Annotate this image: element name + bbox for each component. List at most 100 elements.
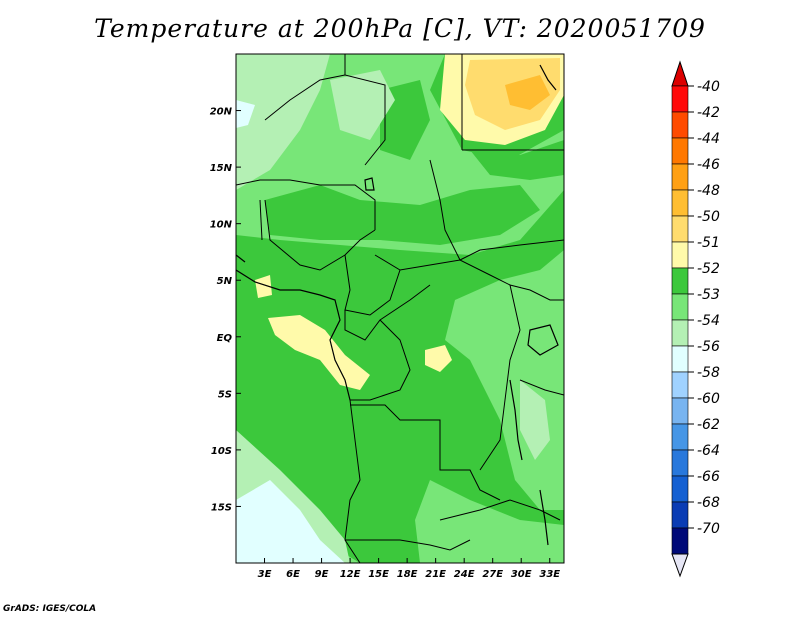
lake-chad — [364, 177, 375, 191]
colorbar-swatch — [671, 137, 689, 165]
colorbar-top-arrow — [671, 60, 689, 87]
border-congo — [344, 284, 431, 341]
border-angola-zambia — [350, 404, 501, 501]
lat-tick-label: 15N — [210, 163, 233, 174]
colorbar-label: -52 — [697, 261, 720, 277]
border-angola — [344, 399, 361, 563]
colorbar-swatch — [671, 85, 689, 113]
border-ghana — [259, 199, 263, 241]
colorbar-swatch — [671, 397, 689, 425]
colorbar-swatch — [671, 371, 689, 399]
colorbar-label: -56 — [697, 339, 720, 355]
colorbar-label: -51 — [697, 235, 720, 251]
lat-tick-label: 10S — [211, 446, 232, 457]
field-neg51-westafrica — [255, 275, 272, 298]
colorbar-label: -68 — [697, 495, 720, 511]
border-drc-east — [479, 284, 521, 471]
grads-credit: GrADS: IGES/COLA — [3, 604, 97, 614]
border-nigeria — [264, 199, 376, 271]
red-sea-coast — [539, 64, 557, 91]
colorbar-label: -62 — [697, 417, 720, 433]
border-sudan-south — [459, 239, 564, 261]
lon-tick-label: 24E — [454, 569, 475, 580]
colorbar-swatch — [671, 501, 689, 529]
colorbar-swatch — [671, 215, 689, 243]
border-mali-niger — [264, 74, 346, 121]
colorbar-label: -46 — [697, 157, 720, 173]
colorbar-swatch — [671, 163, 689, 191]
lake-victoria — [527, 324, 559, 356]
colorbar: -40 -42 -44 -46 -48 -50 -51 -52 -53 -54 -56 -58 -60 -… — [671, 60, 720, 578]
chart-title: Temperature at 200hPa [C], VT: 202005170… — [94, 14, 706, 43]
field-neg54-northwest — [236, 54, 330, 190]
border-sahel-line — [236, 179, 376, 230]
lon-tick-label: 12E — [340, 569, 361, 580]
colorbar-swatch — [671, 345, 689, 373]
field-neg52-sahel — [265, 185, 540, 245]
border-tanzania — [519, 379, 564, 396]
colorbar-label: -66 — [697, 469, 720, 485]
field-neg54-sahara — [330, 70, 395, 140]
colorbar-swatch — [671, 527, 689, 555]
border-uganda — [509, 284, 564, 301]
colorbar-label: -44 — [697, 131, 720, 147]
colorbar-swatch — [671, 267, 689, 295]
lake-tanganyika — [509, 379, 523, 461]
colorbar-swatch — [671, 475, 689, 503]
colorbar-swatch — [671, 241, 689, 269]
colorbar-label: -58 — [697, 365, 720, 381]
field-neg48-northeast — [505, 75, 550, 110]
colorbar-swatch — [671, 319, 689, 347]
lon-tick-label: 15E — [368, 569, 389, 580]
lat-tick-label: 10N — [210, 220, 233, 231]
field-neg51-gabon — [268, 315, 370, 390]
border-drc-west — [350, 319, 411, 401]
colorbar-swatch — [671, 111, 689, 139]
longitude-axis: 3E 6E 9E 12E 15E 18E 21E 24E 27E 30E 33E — [258, 558, 560, 580]
latitude-axis: 20N 15N 10N 5N EQ 5S 10S 15S — [210, 107, 241, 513]
lat-tick-label: 20N — [210, 107, 233, 118]
colorbar-label: -54 — [697, 313, 720, 329]
colorbar-label: -70 — [697, 521, 720, 537]
field-neg54-east-patch — [520, 380, 550, 460]
lon-tick-label: 9E — [315, 569, 329, 580]
colorbar-label: -50 — [697, 209, 720, 225]
lon-tick-label: 6E — [286, 569, 300, 580]
colorbar-label: -48 — [697, 183, 720, 199]
lon-tick-label: 30E — [511, 569, 532, 580]
colorbar-swatch — [671, 189, 689, 217]
colorbar-label: -60 — [697, 391, 720, 407]
lat-tick-label: 15S — [211, 502, 232, 513]
coastlines — [236, 64, 559, 546]
lon-tick-label: 18E — [397, 569, 418, 580]
field-neg56-southwest — [236, 480, 345, 563]
field-neg56-northwest — [236, 100, 255, 128]
field-neg53-southeast — [415, 480, 564, 563]
lon-tick-label: 3E — [258, 569, 272, 580]
colorbar-swatch — [671, 293, 689, 321]
coast-west-africa — [236, 269, 351, 401]
colorbar-label: -53 — [697, 287, 720, 303]
lon-tick-label: 27E — [482, 569, 503, 580]
colorbar-label: -40 — [697, 79, 720, 95]
border-zambia — [439, 499, 561, 521]
border-namibia — [345, 539, 471, 551]
border-chad-sudan — [429, 159, 461, 261]
colorbar-bottom-arrow — [671, 553, 689, 578]
colorbar-swatch — [671, 423, 689, 451]
map-frame — [235, 53, 565, 564]
colorbar-label: -42 — [697, 105, 720, 121]
lat-tick-label: EQ — [217, 333, 233, 344]
country-boundaries — [236, 54, 564, 563]
colorbar-label: -64 — [697, 443, 720, 459]
border-cameroon — [344, 254, 401, 316]
lat-tick-label: 5S — [218, 389, 232, 400]
lat-tick-label: 5N — [217, 276, 233, 287]
border-car — [374, 254, 511, 286]
field-neg51-congo — [425, 345, 452, 372]
border-algeria-libya — [344, 54, 386, 166]
lake-malawi — [539, 489, 549, 546]
lon-tick-label: 33E — [539, 569, 560, 580]
coast-gulf-guinea — [236, 254, 246, 263]
